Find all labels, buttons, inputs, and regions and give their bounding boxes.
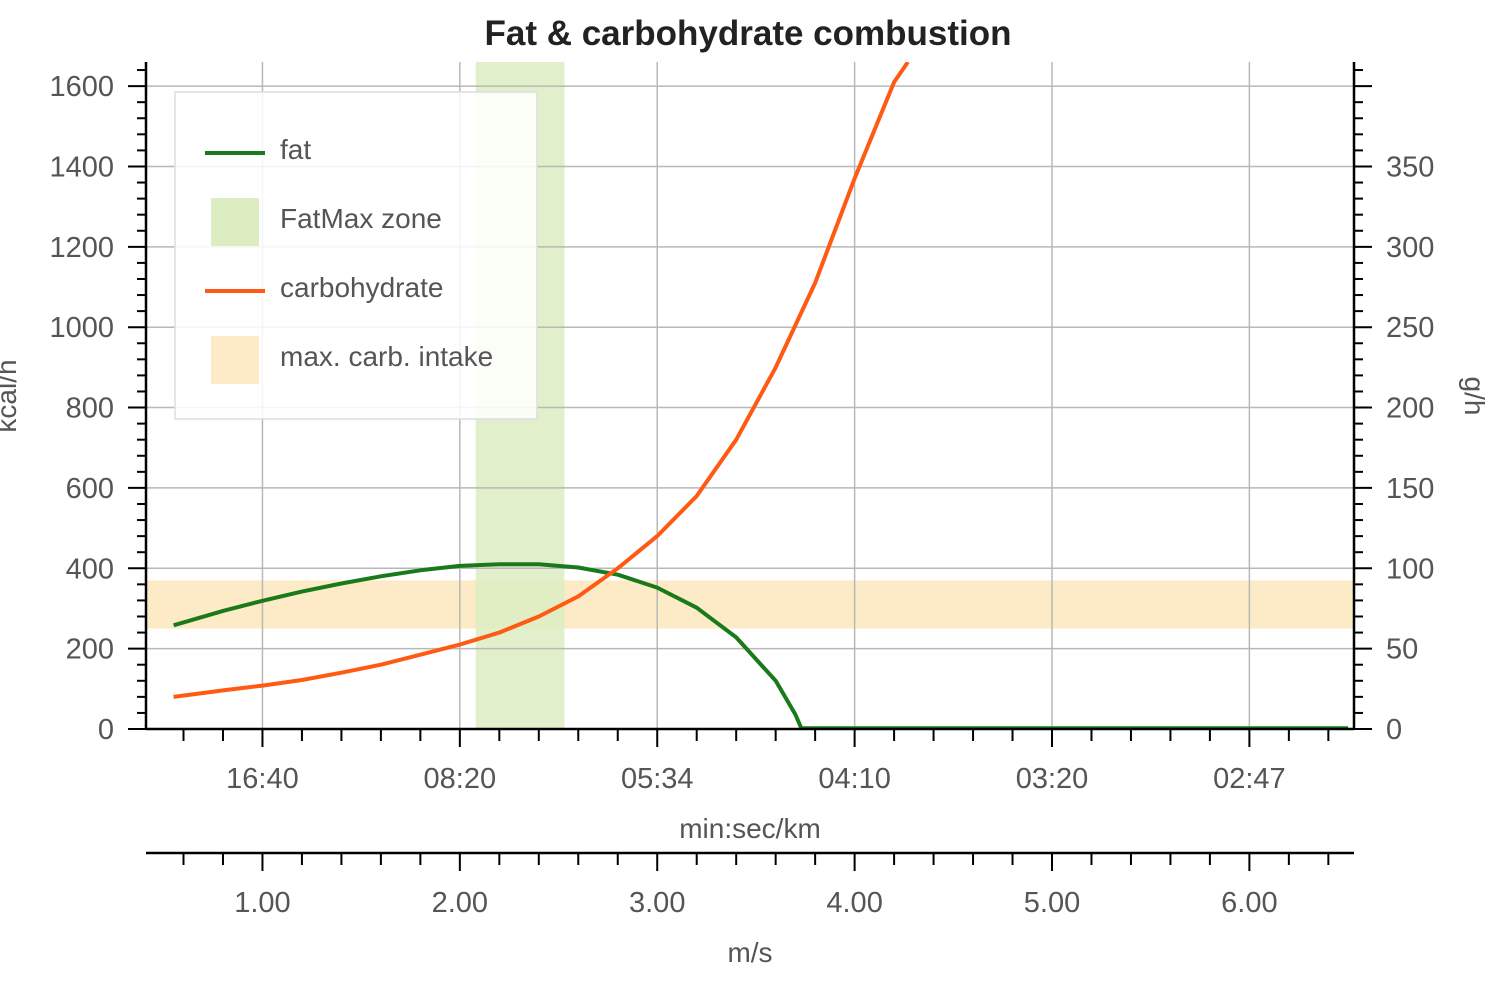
right-axis-label: g/h <box>1459 377 1490 416</box>
max-carb-intake-band <box>146 580 1354 629</box>
right-tick-label-2: 100 <box>1386 553 1434 585</box>
pace-tick-label-2: 05:34 <box>621 763 694 795</box>
left-tick-label-7: 1400 <box>49 151 114 183</box>
chart-title: Fat & carbohydrate combustion <box>484 14 1011 53</box>
left-tick-label-1: 200 <box>66 634 114 666</box>
left-tick-label-0: 0 <box>98 714 114 746</box>
left-axis-label: kcal/h <box>0 359 22 432</box>
speed-tick-label-5: 6.00 <box>1221 887 1277 919</box>
right-tick-label-1: 50 <box>1386 634 1418 666</box>
right-tick-label-6: 300 <box>1386 232 1434 264</box>
series-line-carbohydrate <box>173 62 910 699</box>
x-axis-label: m/s <box>727 937 772 968</box>
legend-label-3: max. carb. intake <box>280 341 493 372</box>
right-tick-label-7: 350 <box>1386 151 1434 183</box>
speed-tick-label-4: 5.00 <box>1024 887 1080 919</box>
left-tick-label-3: 600 <box>66 473 114 505</box>
legend-swatch-3 <box>211 336 259 384</box>
axes-layer: 0 200 400 600 800 1000 1200 1400 1600 0 50 100 150 20… <box>49 62 1434 919</box>
left-tick-label-4: 800 <box>66 393 114 425</box>
speed-tick-label-3: 4.00 <box>826 887 882 919</box>
speed-tick-label-1: 2.00 <box>432 887 488 919</box>
right-tick-label-3: 150 <box>1386 473 1434 505</box>
legend-swatch-1 <box>211 198 259 246</box>
legend: fat FatMax zone carbohydrate max. carb. int… <box>174 91 538 420</box>
right-tick-label-5: 250 <box>1386 312 1434 344</box>
pace-tick-label-5: 02:47 <box>1213 763 1286 795</box>
legend-label-2: carbohydrate <box>280 272 443 303</box>
left-tick-label-6: 1200 <box>49 232 114 264</box>
pace-axis-label: min:sec/km <box>679 813 821 844</box>
legend-label-0: fat <box>280 134 311 165</box>
right-tick-label-0: 0 <box>1386 714 1402 746</box>
pace-tick-label-1: 08:20 <box>424 763 497 795</box>
pace-tick-label-0: 16:40 <box>226 763 299 795</box>
left-tick-label-8: 1600 <box>49 71 114 103</box>
speed-tick-label-0: 1.00 <box>234 887 290 919</box>
legend-label-1: FatMax zone <box>280 203 442 234</box>
pace-tick-label-4: 03:20 <box>1016 763 1089 795</box>
left-tick-label-5: 1000 <box>49 312 114 344</box>
pace-tick-label-3: 04:10 <box>818 763 891 795</box>
speed-tick-label-2: 3.00 <box>629 887 685 919</box>
right-tick-label-4: 200 <box>1386 393 1434 425</box>
left-tick-label-2: 400 <box>66 553 114 585</box>
